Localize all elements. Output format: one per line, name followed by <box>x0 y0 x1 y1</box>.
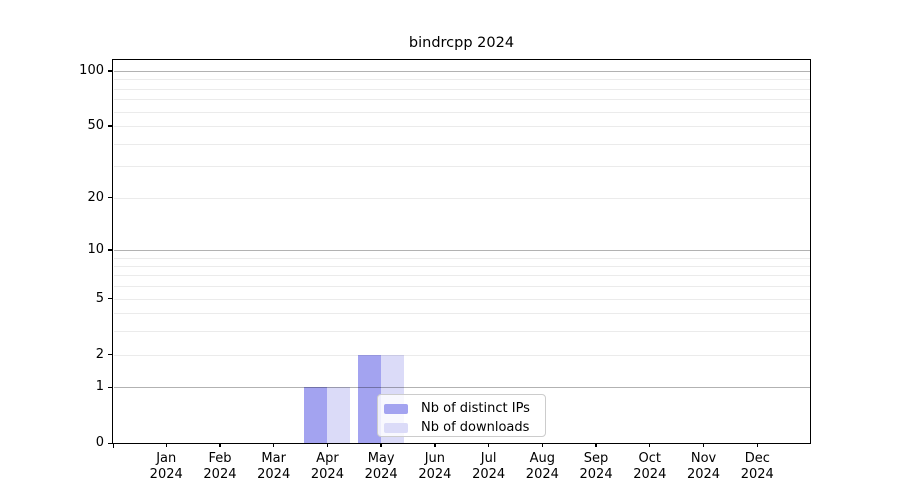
x-tick-nov <box>702 443 705 448</box>
x-tick-label-may: May 2024 <box>364 451 398 482</box>
x-tick-label-mar: Mar 2024 <box>257 451 291 482</box>
x-tick-may <box>380 443 382 448</box>
gridline-major-10 <box>113 249 810 251</box>
x-tick-jan <box>165 443 167 448</box>
x-tick-jul <box>487 443 490 448</box>
x-tick-dec <box>756 443 758 448</box>
gridline-major-100 <box>113 70 810 72</box>
legend-item-distinct-ips: Nb of distinct IPs <box>378 400 545 417</box>
y-tick-2 <box>108 353 112 356</box>
gridline-minor-60 <box>113 111 810 113</box>
legend-item-downloads: Nb of downloads <box>378 419 545 436</box>
x-tick-label-jan: Jan 2024 <box>149 451 183 482</box>
gridline-minor-80 <box>113 88 810 90</box>
gridline-minor-90 <box>113 79 810 81</box>
x-tick-oct <box>649 443 651 448</box>
gridline-minor-50 <box>113 126 810 128</box>
gridline-minor-6 <box>113 286 810 288</box>
gridline-minor-20 <box>113 197 810 199</box>
x-tick-feb <box>219 443 221 448</box>
y-tick-label-5: 5 <box>95 290 104 306</box>
x-tick-axis-origin <box>112 443 114 449</box>
gridline-minor-2 <box>113 354 810 356</box>
y-tick-10 <box>108 249 112 251</box>
x-tick-aug <box>541 443 544 448</box>
y-tick-label-0: 0 <box>95 435 104 451</box>
y-tick-label-20: 20 <box>87 189 104 205</box>
y-tick-5 <box>108 297 112 300</box>
bar-apr-nb-of-downloads <box>327 387 351 444</box>
chart-title: bindrcpp 2024 <box>408 35 515 51</box>
y-tick-20 <box>108 196 112 199</box>
x-tick-label-feb: Feb 2024 <box>203 451 237 482</box>
legend-label-distinct-ips: Nb of distinct IPs <box>421 401 530 416</box>
x-tick-sep <box>595 443 597 448</box>
y-tick-label-2: 2 <box>95 346 104 362</box>
x-tick-jun <box>434 443 436 448</box>
legend-swatch-downloads <box>384 422 408 433</box>
bar-apr-nb-of-distinct-ips <box>304 387 328 444</box>
x-tick-mar <box>272 443 275 448</box>
gridline-minor-7 <box>113 275 810 277</box>
x-tick-label-nov: Nov 2024 <box>686 451 721 482</box>
gridline-minor-5 <box>113 298 810 300</box>
y-tick-100 <box>108 70 112 72</box>
gridline-minor-4 <box>113 313 810 315</box>
y-tick-label-1: 1 <box>95 379 104 395</box>
legend-swatch-distinct-ips <box>384 403 408 414</box>
y-tick-50 <box>108 125 112 127</box>
x-tick-label-dec: Dec 2024 <box>740 451 774 482</box>
x-tick-label-aug: Aug 2024 <box>525 451 559 482</box>
legend: Nb of distinct IPs Nb of downloads <box>377 394 546 437</box>
legend-label-downloads: Nb of downloads <box>421 420 530 435</box>
plot-area-border <box>112 59 811 444</box>
gridline-minor-3 <box>113 331 810 333</box>
x-tick-apr <box>326 443 329 448</box>
x-tick-label-jun: Jun 2024 <box>418 451 452 482</box>
y-tick-label-50: 50 <box>87 118 104 134</box>
bar-may-nb-of-distinct-ips <box>358 354 382 444</box>
x-tick-label-oct: Oct 2024 <box>633 451 667 482</box>
x-tick-label-sep: Sep 2024 <box>579 451 613 482</box>
y-tick-1 <box>108 386 112 388</box>
y-tick-label-10: 10 <box>87 241 104 257</box>
gridline-minor-30 <box>113 166 810 168</box>
gridline-minor-8 <box>113 265 810 267</box>
gridline-major-1 <box>113 387 810 389</box>
y-tick-0 <box>108 442 112 444</box>
gridline-minor-40 <box>113 143 810 145</box>
gridline-minor-9 <box>113 257 810 259</box>
y-tick-label-100: 100 <box>79 62 104 78</box>
x-tick-label-jul: Jul 2024 <box>472 451 506 482</box>
gridline-minor-70 <box>113 99 810 101</box>
x-tick-label-apr: Apr 2024 <box>310 451 344 482</box>
